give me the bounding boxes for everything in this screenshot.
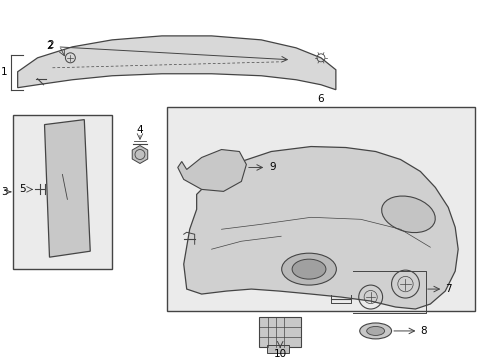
- Bar: [13, 114, 112, 269]
- Text: 2: 2: [46, 41, 53, 51]
- Ellipse shape: [282, 253, 336, 285]
- Polygon shape: [45, 120, 90, 257]
- Text: 4: 4: [137, 125, 143, 135]
- Polygon shape: [18, 36, 336, 90]
- Text: 5: 5: [19, 184, 26, 194]
- Text: 10: 10: [273, 349, 287, 359]
- Bar: [267, 345, 289, 353]
- Bar: [259, 317, 301, 347]
- Ellipse shape: [367, 327, 385, 336]
- Text: 3: 3: [1, 187, 8, 197]
- Polygon shape: [184, 147, 458, 309]
- Text: 7: 7: [445, 284, 452, 294]
- Text: 9: 9: [269, 162, 276, 172]
- Ellipse shape: [292, 259, 326, 279]
- Ellipse shape: [382, 196, 435, 233]
- Text: 1: 1: [1, 67, 8, 77]
- Ellipse shape: [360, 323, 392, 339]
- Text: 8: 8: [420, 326, 427, 336]
- Polygon shape: [178, 149, 246, 192]
- Polygon shape: [132, 145, 147, 163]
- Text: 6: 6: [318, 94, 324, 104]
- Bar: [167, 107, 475, 311]
- Text: 2: 2: [47, 40, 54, 50]
